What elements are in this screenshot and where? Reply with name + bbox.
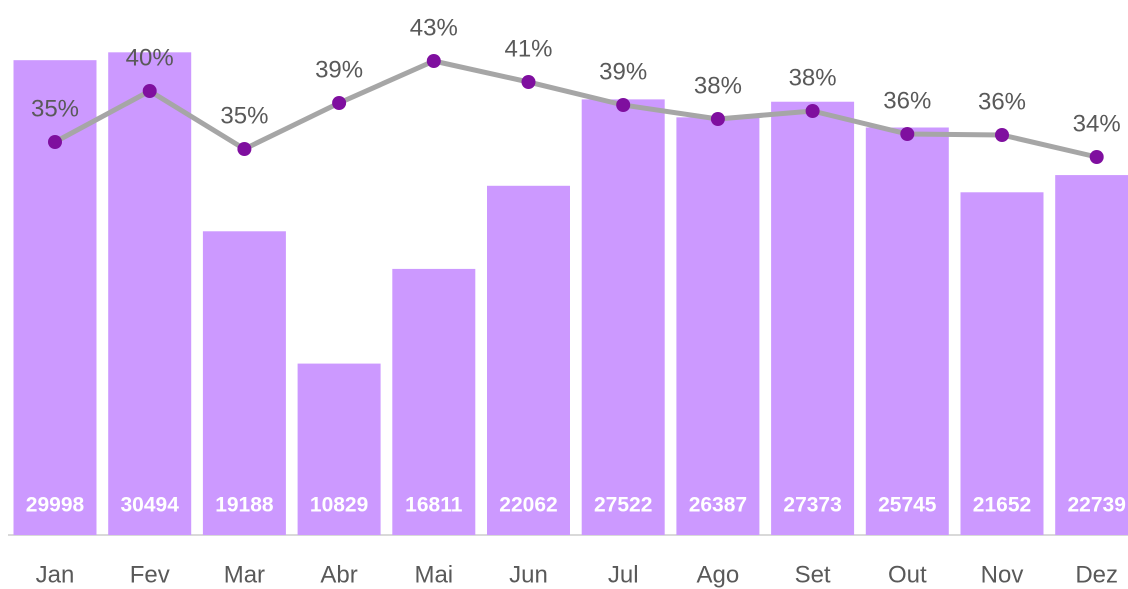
line-marker (332, 96, 347, 110)
x-tick-label: Dez (1075, 561, 1118, 588)
x-tick-label: Ago (697, 561, 740, 588)
bar-value-label: 27522 (594, 494, 652, 517)
x-tick-label: Nov (981, 561, 1024, 588)
line-value-label: 36% (978, 88, 1026, 115)
bar-value-label: 26387 (689, 494, 747, 517)
bar-value-label: 30494 (120, 494, 179, 517)
line-value-label: 43% (410, 14, 458, 41)
line-marker (521, 75, 536, 89)
line-marker (426, 54, 441, 68)
line-value-label: 38% (694, 72, 742, 99)
line-marker (710, 112, 725, 126)
line-value-label: 35% (220, 102, 268, 129)
bar-value-label: 22062 (499, 494, 557, 517)
x-tick-label: Mai (414, 561, 453, 588)
line-value-label: 39% (315, 56, 363, 83)
bar (297, 363, 381, 535)
bar-value-label: 27373 (783, 494, 841, 517)
line-value-label: 36% (883, 87, 931, 114)
line (53, 58, 1098, 160)
line-marker (48, 135, 62, 149)
line-value-label: 38% (789, 64, 837, 91)
line-marker (995, 128, 1009, 142)
x-tick-label: Jun (509, 561, 548, 588)
bar (771, 101, 855, 536)
bar (865, 127, 949, 536)
bar-value-label: 21652 (973, 494, 1031, 517)
line-marker (142, 84, 157, 98)
x-tick-label: Mar (224, 561, 265, 588)
line-value-label: 40% (126, 44, 174, 71)
bar (392, 268, 476, 535)
bar (1055, 175, 1128, 536)
line-marker (616, 98, 631, 112)
bar (676, 117, 760, 536)
x-tick-label: Jan (36, 561, 75, 588)
x-tick-label: Out (888, 561, 927, 588)
line-marker (237, 142, 252, 156)
bar (13, 60, 97, 535)
line-value-label: 41% (504, 35, 552, 62)
bar-value-label: 29998 (26, 494, 85, 517)
bar-value-label: 16811 (405, 494, 463, 517)
bar (581, 99, 665, 535)
bar (108, 52, 192, 535)
line-marker (900, 127, 915, 141)
bar (202, 231, 286, 536)
line-value-label: 34% (1073, 110, 1121, 137)
line-marker (1089, 150, 1104, 164)
bar-value-label: 22739 (1067, 494, 1125, 517)
bar-value-label: 25745 (878, 494, 937, 517)
line-value-label: 35% (31, 95, 79, 122)
bar (960, 192, 1044, 535)
x-tick-label: Abr (320, 561, 357, 588)
bar-value-label: 10829 (310, 494, 368, 517)
line-marker (805, 104, 820, 118)
x-tick-label: Jul (608, 561, 639, 588)
bar-value-label: 19188 (215, 494, 274, 517)
line-value-label: 39% (599, 58, 647, 85)
x-tick-label: Fev (130, 561, 170, 588)
bar (487, 185, 570, 535)
x-tick-label: Set (795, 561, 831, 588)
